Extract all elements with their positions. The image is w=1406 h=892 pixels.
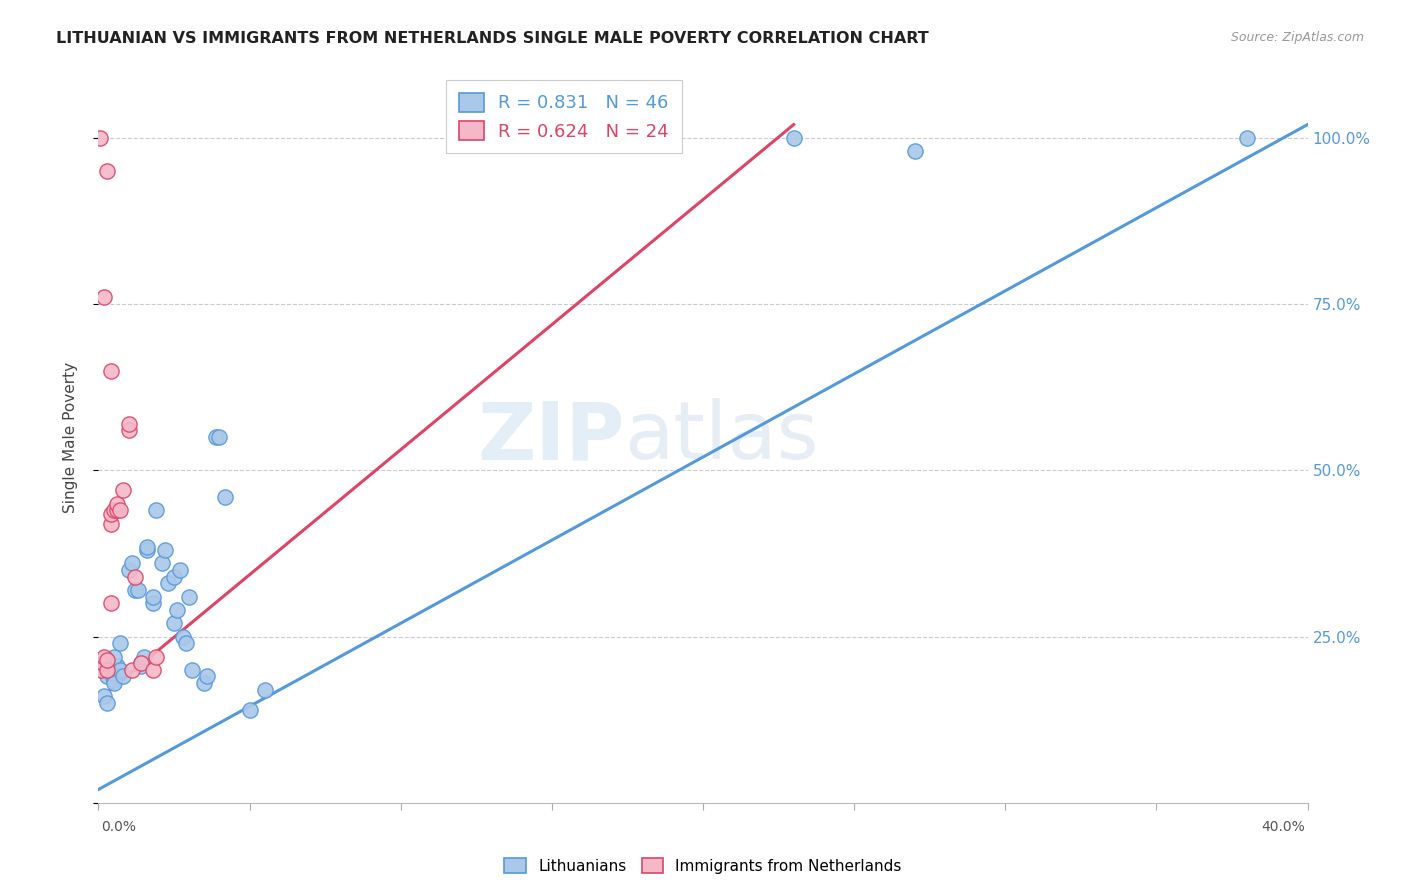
Point	[132, 649, 155, 664]
Point	[96, 696, 118, 710]
Point	[142, 663, 165, 677]
Point	[93, 690, 115, 704]
Point	[172, 630, 194, 644]
Point	[135, 540, 157, 554]
Point	[783, 131, 806, 145]
Text: 40.0%: 40.0%	[1261, 821, 1305, 834]
Point	[121, 663, 143, 677]
Point	[135, 543, 157, 558]
Point	[96, 164, 118, 178]
Point	[163, 570, 186, 584]
Point	[89, 131, 111, 145]
Text: LITHUANIAN VS IMMIGRANTS FROM NETHERLANDS SINGLE MALE POVERTY CORRELATION CHART: LITHUANIAN VS IMMIGRANTS FROM NETHERLAND…	[56, 31, 929, 46]
Point	[124, 582, 146, 597]
Point	[1236, 131, 1258, 145]
Text: 0.0%: 0.0%	[101, 821, 136, 834]
Point	[205, 430, 228, 444]
Point	[181, 663, 204, 677]
Point	[100, 516, 122, 531]
Point	[108, 636, 131, 650]
Point	[156, 576, 179, 591]
Point	[129, 656, 152, 670]
Point	[142, 590, 165, 604]
Point	[129, 656, 152, 670]
Point	[124, 570, 146, 584]
Point	[118, 424, 141, 438]
Point	[169, 563, 191, 577]
Point	[93, 290, 115, 304]
Legend: R = 0.831   N = 46, R = 0.624   N = 24: R = 0.831 N = 46, R = 0.624 N = 24	[446, 80, 682, 153]
Text: Source: ZipAtlas.com: Source: ZipAtlas.com	[1230, 31, 1364, 45]
Point	[121, 557, 143, 571]
Point	[111, 483, 134, 498]
Point	[208, 430, 231, 444]
Point	[103, 676, 125, 690]
Point	[93, 649, 115, 664]
Point	[103, 649, 125, 664]
Point	[193, 676, 215, 690]
Point	[105, 497, 128, 511]
Point	[100, 663, 122, 677]
Point	[153, 543, 176, 558]
Point	[179, 590, 201, 604]
Point	[150, 557, 173, 571]
Point	[103, 503, 125, 517]
Point	[108, 663, 131, 677]
Point	[96, 669, 118, 683]
Point	[105, 503, 128, 517]
Point	[90, 663, 112, 677]
Point	[96, 656, 118, 670]
Point	[163, 616, 186, 631]
Point	[108, 503, 131, 517]
Point	[145, 503, 167, 517]
Point	[111, 669, 134, 683]
Point	[127, 582, 149, 597]
Point	[100, 507, 122, 521]
Legend: Lithuanians, Immigrants from Netherlands: Lithuanians, Immigrants from Netherlands	[498, 852, 908, 880]
Point	[214, 490, 236, 504]
Y-axis label: Single Male Poverty: Single Male Poverty	[63, 361, 77, 513]
Point	[96, 653, 118, 667]
Point	[253, 682, 276, 697]
Text: ZIP: ZIP	[477, 398, 624, 476]
Point	[118, 563, 141, 577]
Point	[96, 663, 118, 677]
Point	[129, 659, 152, 673]
Point	[142, 596, 165, 610]
Point	[166, 603, 188, 617]
Point	[103, 673, 125, 687]
Point	[195, 669, 218, 683]
Point	[100, 596, 122, 610]
Point	[239, 703, 262, 717]
Point	[145, 649, 167, 664]
Point	[91, 656, 114, 670]
Point	[100, 363, 122, 377]
Point	[904, 144, 927, 158]
Point	[105, 659, 128, 673]
Point	[118, 417, 141, 431]
Text: atlas: atlas	[624, 398, 818, 476]
Point	[100, 666, 122, 681]
Point	[174, 636, 197, 650]
